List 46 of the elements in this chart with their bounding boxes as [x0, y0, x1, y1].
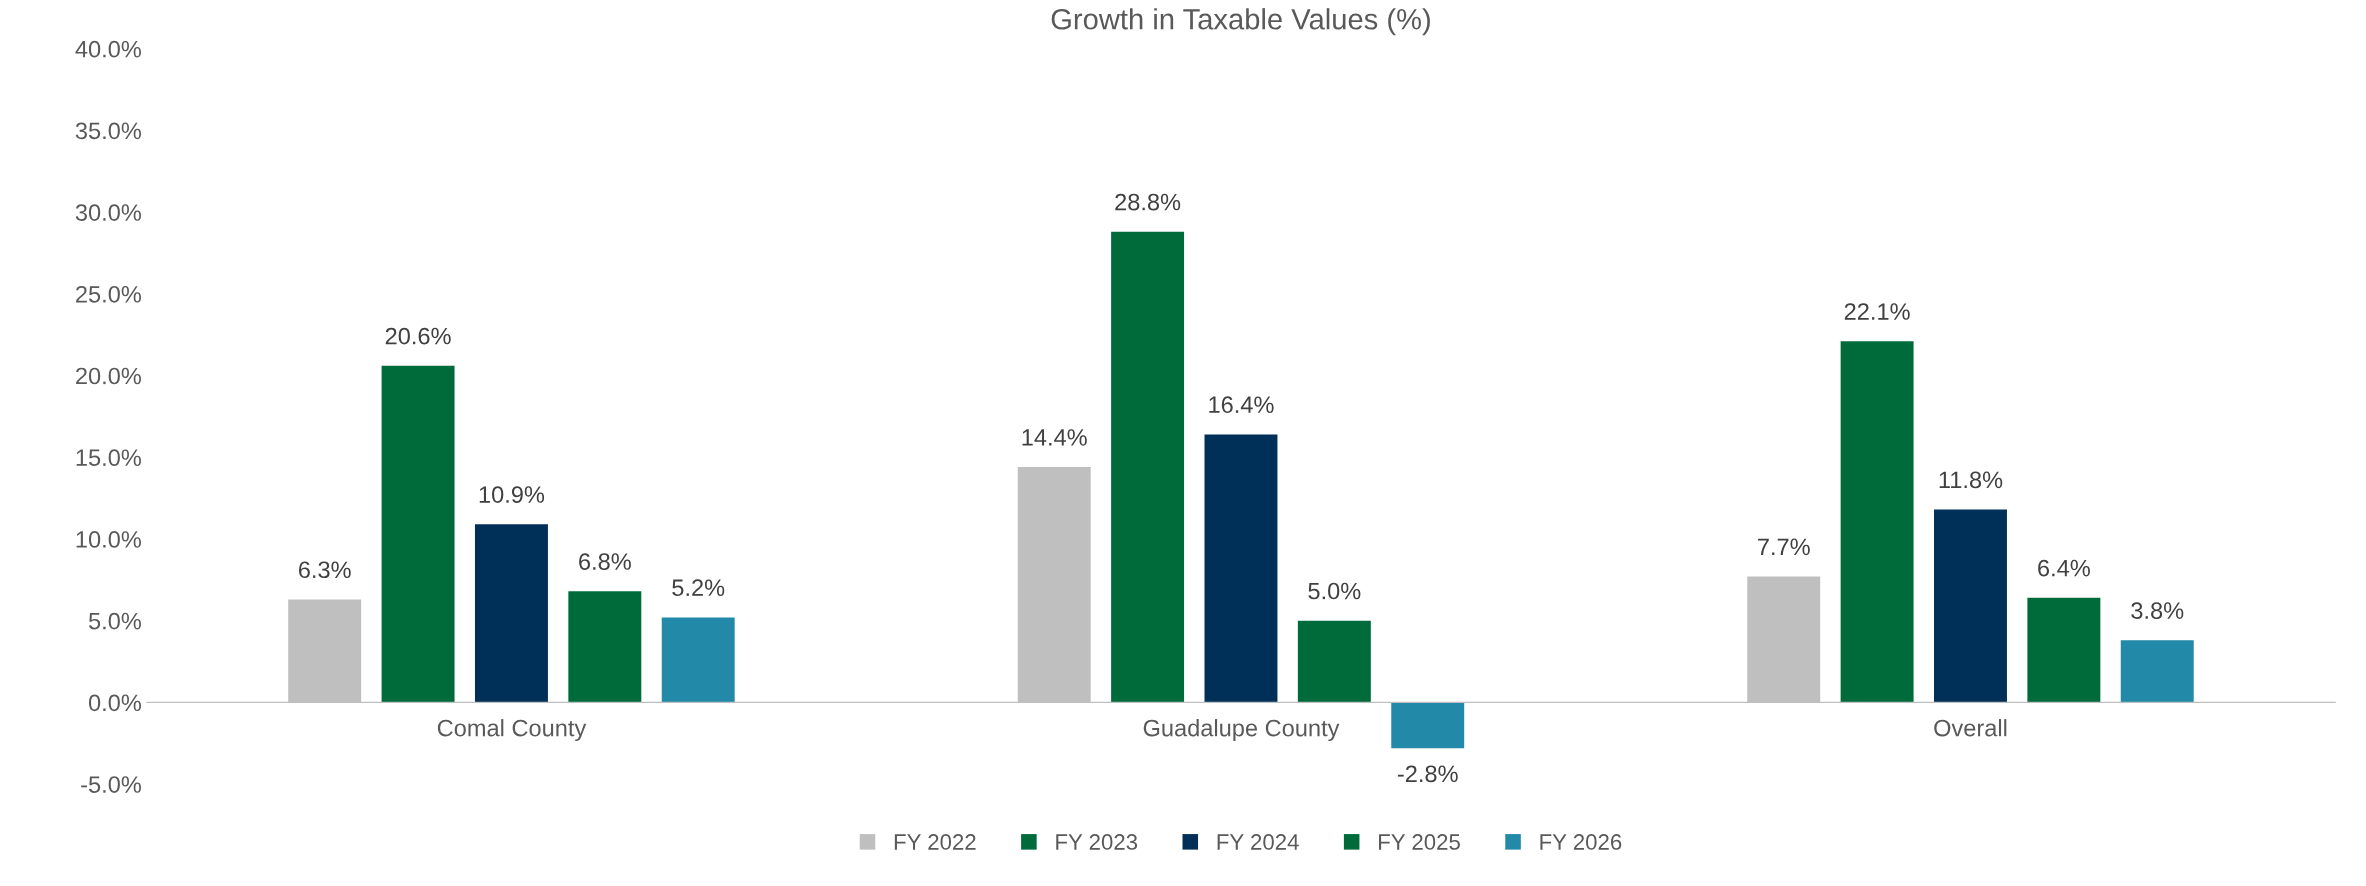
y-tick-label: 40.0% [75, 40, 141, 58]
data-label: 5.2% [672, 579, 725, 597]
legend-label: FY 2024 [1217, 834, 1299, 850]
data-label: 6.8% [579, 553, 631, 570]
data-label: -2.8% [1397, 765, 1458, 783]
bar [1204, 434, 1278, 703]
data-label: 14.4% [1022, 429, 1087, 446]
bar [1297, 620, 1371, 703]
legend-label: FY 2023 [1056, 834, 1138, 850]
data-label: 5.0% [1308, 582, 1361, 600]
y-tick-label: 0.0% [88, 694, 141, 712]
y-tick-label: 30.0% [75, 204, 141, 221]
y-tick-label: 10.0% [76, 531, 141, 548]
y-tick-label: 5.0% [88, 612, 141, 630]
data-label: 3.8% [2131, 602, 2184, 619]
data-label: 16.4% [1209, 396, 1274, 414]
y-tick-label: 15.0% [76, 449, 141, 467]
data-label: 7.7% [1758, 538, 1810, 556]
data-label: 6.3% [298, 561, 351, 579]
legend-label: FY 2022 [894, 834, 976, 850]
bar [1111, 231, 1185, 703]
data-label: 10.9% [479, 486, 545, 503]
data-label: 20.6% [385, 327, 451, 345]
data-label: 28.8% [1115, 193, 1181, 211]
data-label: 6.4% [2038, 559, 2090, 577]
data-label: 22.1% [1844, 303, 1910, 320]
bar [474, 524, 548, 703]
bar [381, 365, 455, 703]
data-label: 11.8% [1939, 471, 2003, 489]
bar [1934, 509, 2007, 703]
x-tick-label: Overall [1934, 719, 2007, 737]
bar [568, 591, 642, 703]
bar [661, 617, 735, 703]
bar [1840, 341, 1914, 703]
legend-label: FY 2026 [1540, 834, 1622, 850]
y-tick-label: -5.0% [81, 776, 141, 793]
x-tick-label: Guadalupe County [1143, 719, 1340, 742]
chart-title: Growth in Taxable Values (%) [1051, 8, 1430, 36]
y-tick-label: 20.0% [76, 367, 141, 385]
y-tick-label: 35.0% [75, 122, 141, 140]
y-tick-label: 25.0% [76, 285, 141, 303]
bar [1391, 702, 1465, 749]
bar [2120, 640, 2194, 703]
x-tick-label: Comal County [437, 719, 587, 742]
legend-label: FY 2025 [1379, 834, 1460, 850]
bar [2027, 597, 2101, 703]
